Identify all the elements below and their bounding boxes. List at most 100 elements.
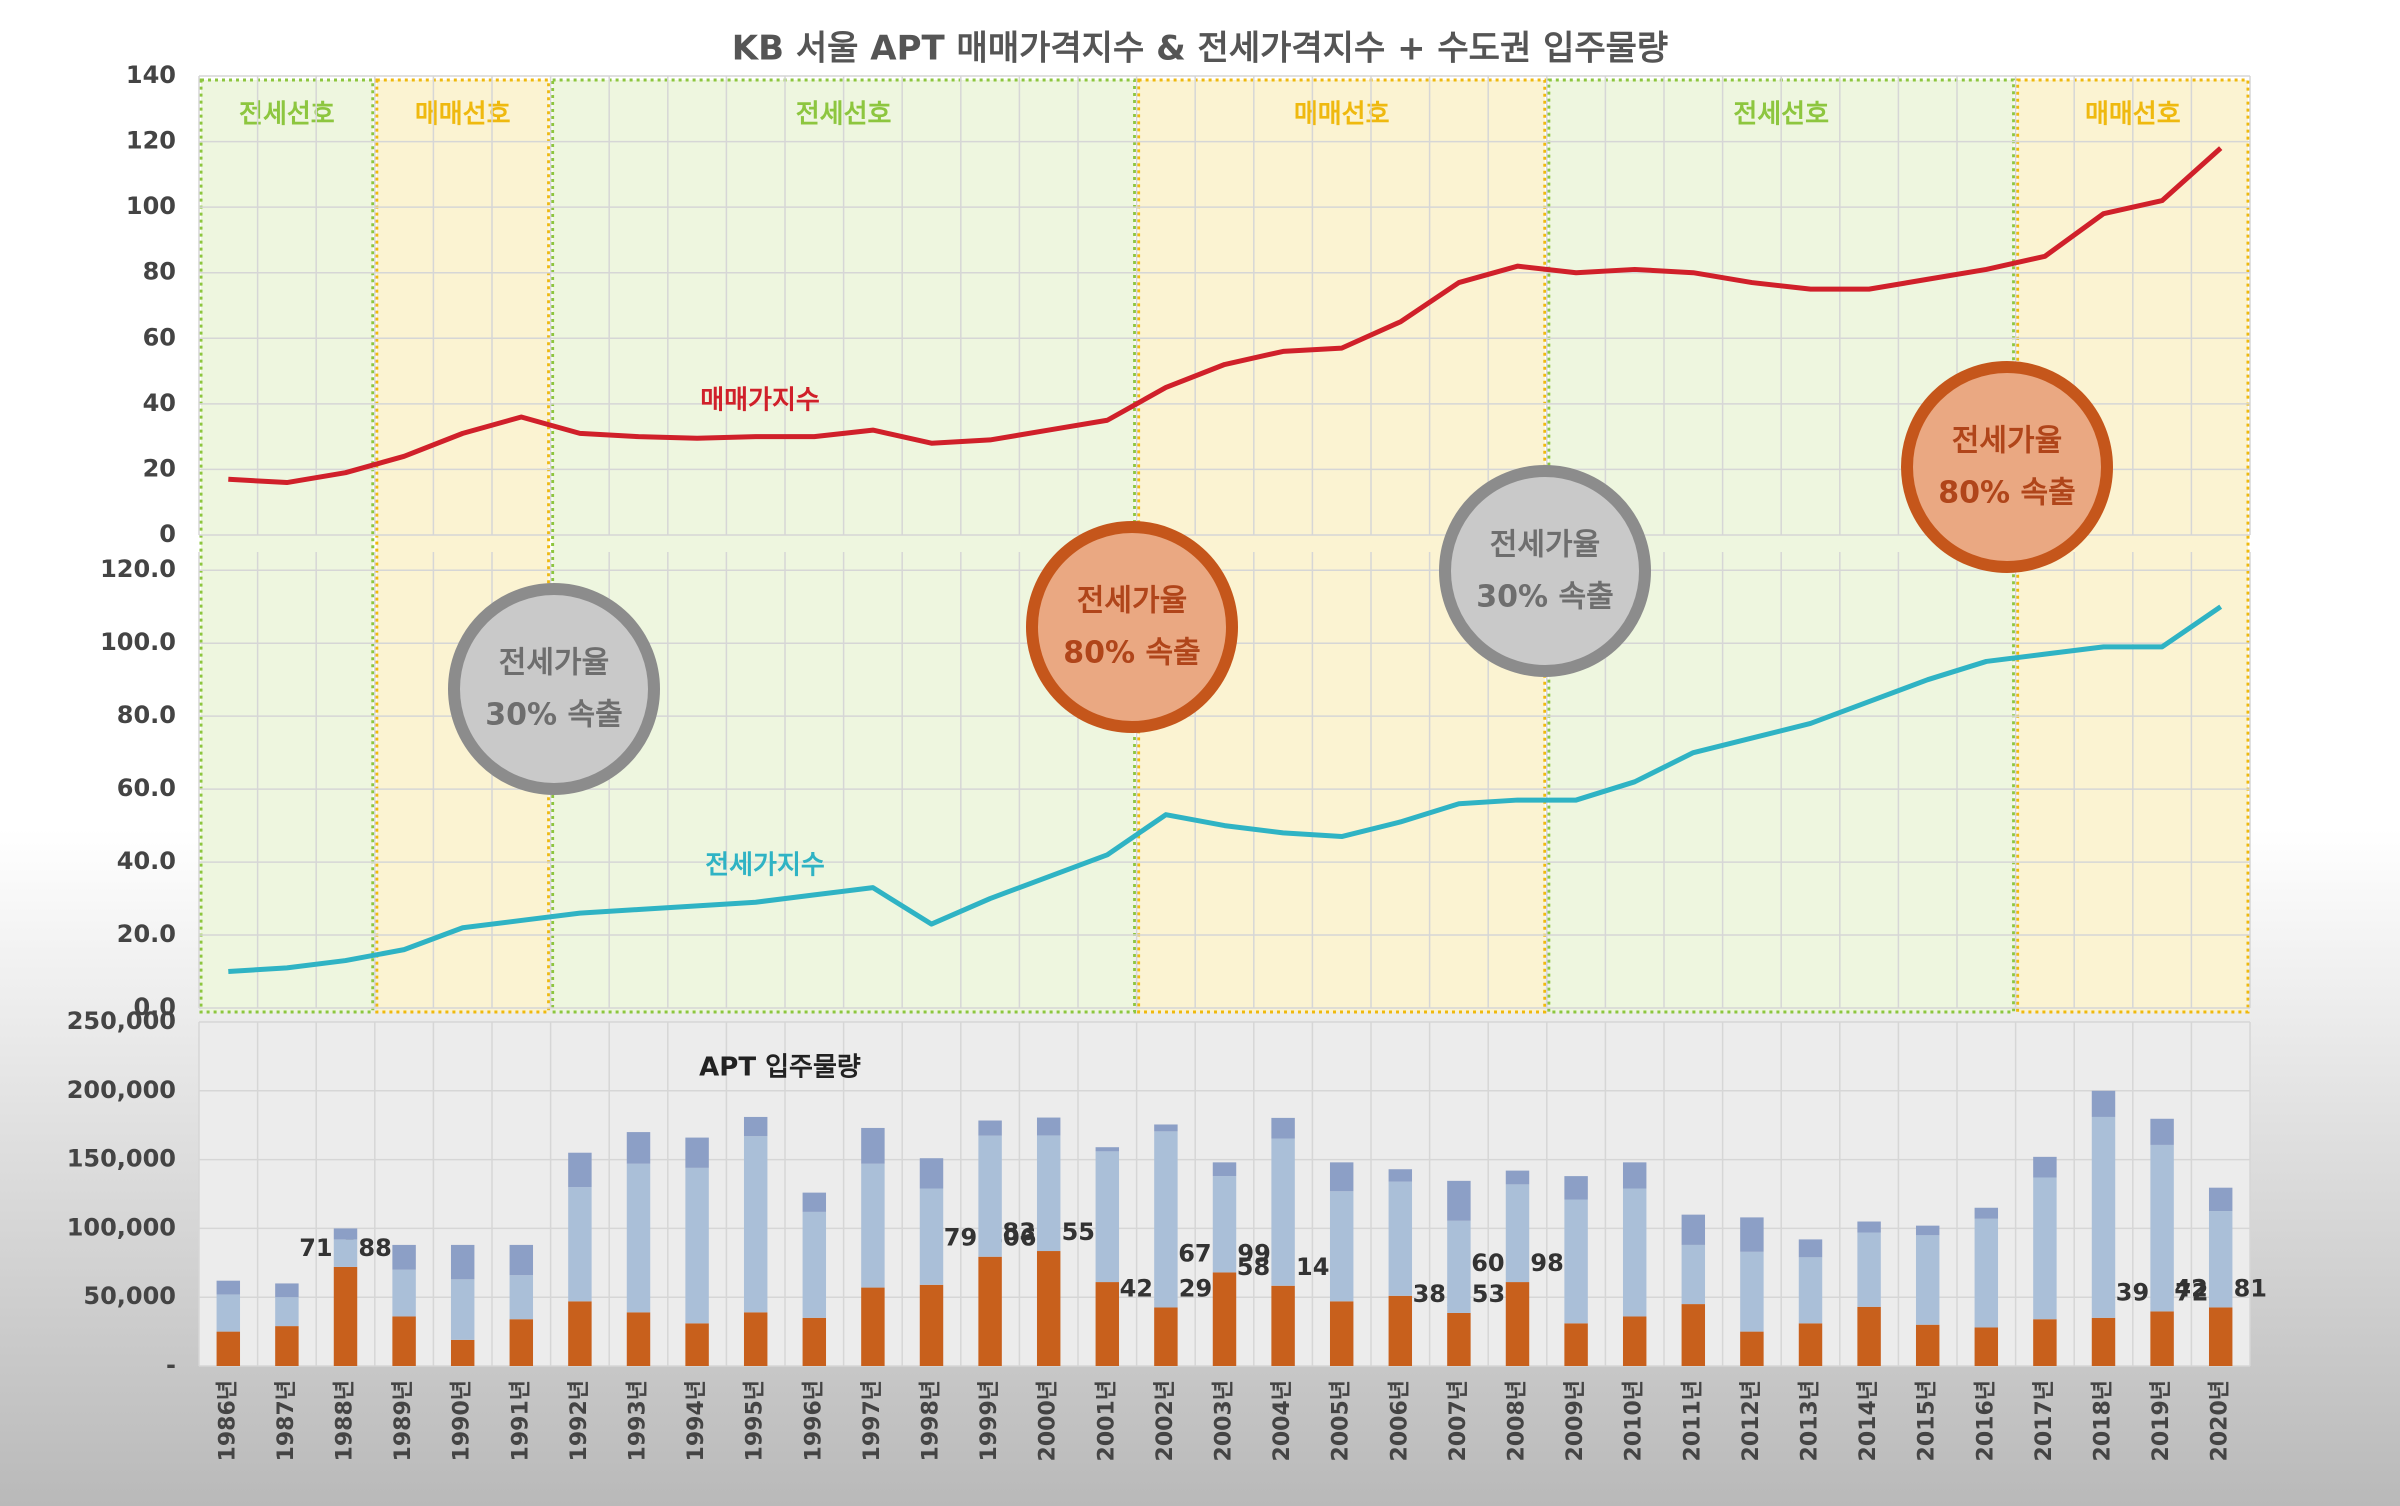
annotation-text: 80% 속출: [1063, 636, 1200, 671]
x-tick-label: 1990년: [450, 1380, 475, 1461]
bar-segment: [1622, 1316, 1647, 1366]
bar-segment: [1740, 1251, 1764, 1332]
bar-segment: [1212, 1272, 1237, 1366]
bar-segment: [978, 1120, 1002, 1136]
x-tick-label: 2017년: [2032, 1380, 2057, 1461]
x-tick-label: 2013년: [1798, 1380, 1823, 1461]
x-tick-label: 1997년: [860, 1380, 885, 1461]
bar-segment: [216, 1280, 241, 1295]
x-tick-label: 2005년: [1329, 1380, 1354, 1461]
bar-segment: [802, 1211, 827, 1318]
x-tick-label: 2009년: [1563, 1380, 1588, 1461]
bar-segment: [1271, 1117, 1295, 1139]
bar-segment: [1857, 1221, 1881, 1233]
region: [375, 78, 551, 1014]
x-tick-label: 2014년: [1856, 1380, 1881, 1461]
y-tick-label: 120.0: [100, 555, 176, 583]
bar-segment: [1505, 1184, 1530, 1283]
bar-segment: [1857, 1306, 1881, 1366]
bar-segment: [1271, 1138, 1295, 1286]
bar-segment: [568, 1187, 592, 1302]
x-tick-label: 2008년: [1505, 1380, 1530, 1461]
bar-segment: [861, 1127, 885, 1164]
bar-segment: [685, 1167, 709, 1324]
bar-segment: [685, 1137, 709, 1168]
x-tick-label: 2010년: [1622, 1380, 1647, 1461]
region-label: 매매선호: [415, 100, 511, 130]
bar-segment: [450, 1279, 475, 1340]
bar-segment: [2208, 1187, 2233, 1212]
bar-segment: [1505, 1170, 1530, 1185]
x-tick-label: 2003년: [1212, 1380, 1237, 1461]
x-tick-label: 2016년: [1973, 1380, 1998, 1461]
y-tick-label: 150,000: [67, 1145, 176, 1173]
annotation-circle: [1901, 361, 2113, 573]
annotation-text: 전세가율: [1952, 424, 2062, 459]
bar-segment: [919, 1188, 944, 1285]
x-tick-label: 2002년: [1153, 1380, 1178, 1461]
x-tick-label: 1987년: [274, 1380, 299, 1461]
bar-segment: [1388, 1181, 1413, 1296]
bar-segment: [1622, 1162, 1647, 1189]
x-tick-label: 1994년: [684, 1380, 709, 1461]
line: [228, 146, 2223, 486]
y-tick-label: 40: [143, 389, 176, 417]
series-label: 매매가지수: [700, 386, 820, 416]
bar-segment: [216, 1331, 241, 1366]
bar-segment: [1798, 1323, 1823, 1366]
bar-segment: [2208, 1211, 2233, 1308]
x-tick-label: 1999년: [977, 1380, 1002, 1461]
annotation-circle: [1026, 521, 1238, 733]
bar-segment: [392, 1269, 416, 1317]
x-tick-label: 2012년: [1739, 1380, 1764, 1461]
bar-segment: [1095, 1282, 1120, 1366]
y-tick-label: 80.0: [117, 701, 176, 729]
bar-segment: [626, 1163, 651, 1313]
region-label: 전세선호: [239, 100, 335, 130]
bar-segment: [1974, 1207, 1999, 1219]
bar-segment: [1036, 1135, 1061, 1252]
x-tick-label: 2015년: [1915, 1380, 1940, 1461]
bar-segment: [568, 1152, 592, 1188]
bar-segment: [743, 1312, 768, 1366]
bar-segment: [509, 1319, 534, 1366]
annotation-text: 전세가율: [1490, 528, 1600, 563]
y-tick-label: 50,000: [83, 1282, 176, 1310]
bar-segment: [2208, 1307, 2233, 1366]
bar-segment: [919, 1284, 944, 1366]
annotation-circle: [1439, 465, 1651, 677]
x-tick-label: 1993년: [626, 1380, 651, 1461]
x-tick-label: 2019년: [2149, 1380, 2174, 1461]
y-tick-label: 60.0: [117, 774, 176, 802]
bar-segment: [275, 1283, 299, 1298]
series-label: 전세가지수: [705, 851, 825, 881]
bar-segment: [2150, 1311, 2174, 1366]
chart-title: KB 서울 APT 매매가격지수 & 전세가격지수 + 수도권 입주물량: [732, 29, 1668, 69]
y-tick-label: 60: [143, 323, 176, 351]
bar-segment: [1154, 1124, 1178, 1132]
annotation-text: 전세가율: [1077, 584, 1187, 619]
bar-segment: [1095, 1147, 1120, 1152]
x-tick-label: 2006년: [1387, 1380, 1412, 1461]
bar-segment: [1154, 1307, 1178, 1366]
bar-segment: [2091, 1317, 2116, 1366]
y-tick-label: 0.0: [133, 993, 176, 1021]
bar-segment: [392, 1244, 416, 1270]
bar-segment: [1915, 1324, 1940, 1366]
y-tick-label: 0: [159, 520, 176, 548]
bar-segment: [1447, 1180, 1471, 1221]
annotation-text: 80% 속출: [1938, 476, 2075, 511]
annotation-text: 30% 속출: [485, 698, 622, 733]
annotation-text: 30% 속출: [1476, 580, 1613, 615]
bar-segment: [743, 1136, 768, 1313]
bar-segment: [509, 1244, 534, 1276]
bar-segment: [509, 1275, 534, 1320]
x-tick-label: 2007년: [1446, 1380, 1471, 1461]
bar-segment: [1212, 1162, 1237, 1177]
bar-segment: [1564, 1323, 1588, 1366]
bar-segment: [2033, 1319, 2057, 1366]
bar-segment: [1681, 1244, 1706, 1305]
bar-segment: [1915, 1225, 1940, 1236]
bar-segment: [1036, 1251, 1061, 1366]
